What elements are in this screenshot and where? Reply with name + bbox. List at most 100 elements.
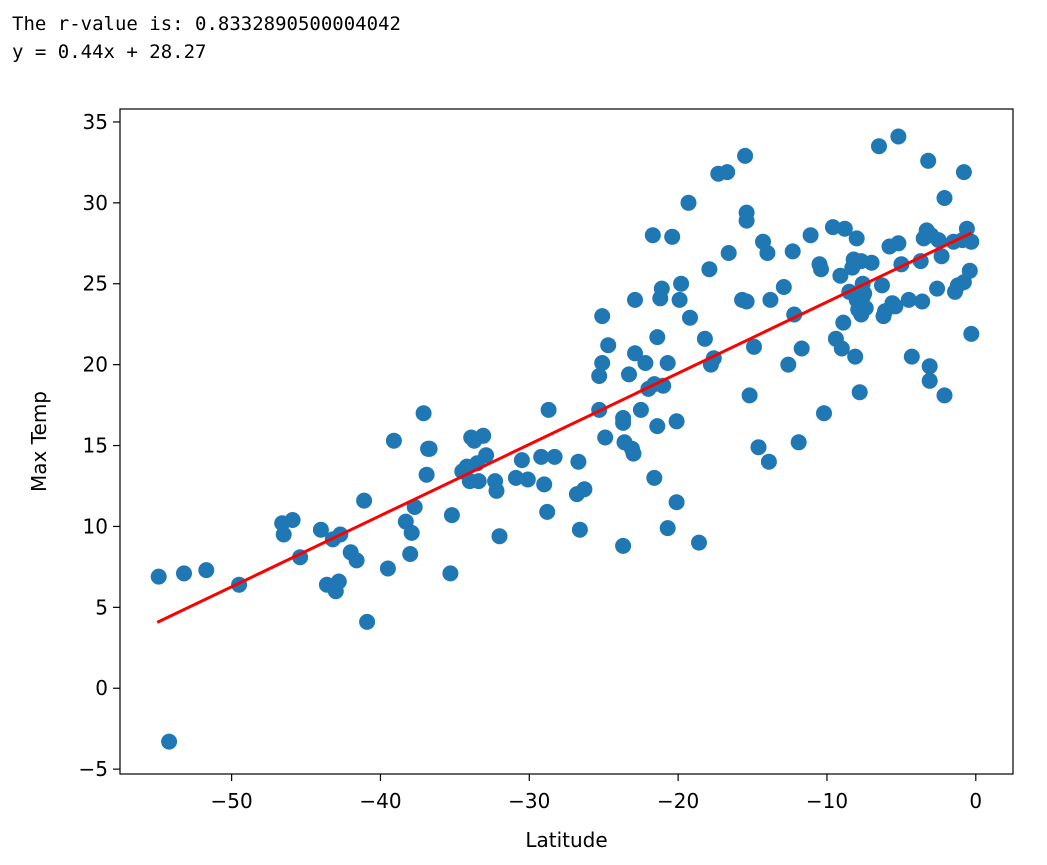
data-point [936, 190, 953, 206]
data-point [513, 452, 530, 469]
data-point [836, 220, 853, 237]
data-point [874, 277, 890, 294]
data-point [929, 280, 946, 297]
data-point [649, 329, 666, 346]
data-point [330, 573, 347, 590]
data-point [741, 387, 758, 404]
data-point [930, 232, 947, 249]
data-point [746, 338, 762, 355]
data-point [871, 138, 887, 155]
x-axis: −50 −40 −30 −20 −10 0 [211, 774, 982, 813]
data-point [621, 366, 637, 383]
data-point [597, 429, 614, 446]
x-tick-label: −30 [508, 789, 550, 813]
data-point [478, 447, 495, 464]
data-point [625, 445, 642, 462]
x-tick-label: 0 [969, 789, 982, 813]
data-point [813, 261, 829, 278]
regression-line [156, 231, 972, 624]
data-point [570, 453, 587, 470]
data-point [359, 613, 376, 630]
data-point [385, 432, 402, 449]
data-point [615, 410, 632, 426]
data-point [833, 340, 850, 357]
data-point [475, 427, 492, 444]
regression-equation-output: y = 0.44x + 28.27 [12, 41, 207, 63]
data-point [627, 345, 643, 362]
data-point [963, 325, 980, 342]
data-point [847, 348, 864, 365]
data-point [659, 355, 676, 371]
data-point [284, 512, 301, 528]
data-point [963, 233, 980, 250]
y-axis: −5 0 5 10 15 20 25 30 35 [79, 110, 120, 781]
x-tick-label: −10 [806, 789, 848, 813]
data-point [851, 384, 868, 401]
data-point [887, 298, 904, 315]
y-tick-label: 5 [95, 595, 108, 619]
data-point [824, 219, 841, 236]
data-point [275, 526, 292, 543]
data-point [594, 308, 611, 325]
data-point [356, 492, 373, 509]
x-tick-label: −50 [211, 789, 253, 813]
data-point [863, 254, 880, 271]
data-point [540, 401, 557, 418]
data-point [664, 228, 681, 245]
regression-layer [156, 231, 972, 624]
data-point [903, 348, 920, 365]
data-point [671, 291, 688, 308]
y-tick-label: 25 [83, 272, 108, 296]
data-point [759, 245, 776, 261]
data-point [691, 534, 707, 551]
data-point [835, 314, 852, 331]
y-tick-label: 15 [83, 434, 108, 458]
data-point [775, 279, 792, 295]
data-point [161, 733, 178, 750]
r-value-output: The r-value is: 0.8332890500004042 [12, 13, 401, 35]
data-point [720, 245, 737, 261]
y-tick-label: 10 [83, 514, 108, 538]
data-point [591, 368, 608, 384]
data-point [594, 355, 611, 371]
data-point [738, 212, 755, 229]
data-point [312, 521, 329, 538]
data-point [150, 568, 167, 585]
data-point [546, 448, 563, 465]
data-point [571, 521, 588, 538]
data-point [933, 248, 950, 265]
y-tick-label: 20 [83, 353, 108, 377]
data-point [402, 546, 419, 562]
data-point [936, 387, 953, 404]
data-point [406, 499, 423, 515]
data-point [760, 453, 777, 470]
data-point [900, 291, 917, 308]
data-point [491, 528, 508, 545]
data-point [421, 440, 438, 457]
data-point [488, 482, 505, 499]
data-point [176, 565, 192, 582]
data-point [696, 330, 713, 347]
data-point [680, 194, 697, 211]
data-point [793, 340, 810, 357]
data-point [780, 356, 797, 373]
data-point [632, 401, 649, 418]
data-point [415, 405, 432, 422]
data-point [832, 267, 849, 284]
y-tick-label: 35 [83, 110, 108, 134]
data-point [470, 473, 487, 490]
data-point [955, 164, 972, 181]
data-point [856, 285, 873, 302]
data-point [784, 243, 801, 260]
y-axis-label: Max Temp [27, 391, 51, 492]
data-point [890, 235, 907, 252]
data-point [533, 448, 550, 465]
data-point [418, 466, 435, 483]
data-point [673, 275, 690, 292]
data-point [802, 227, 819, 244]
x-tick-label: −20 [657, 789, 699, 813]
data-point [890, 128, 907, 145]
data-point [921, 372, 938, 389]
data-point [816, 405, 832, 422]
